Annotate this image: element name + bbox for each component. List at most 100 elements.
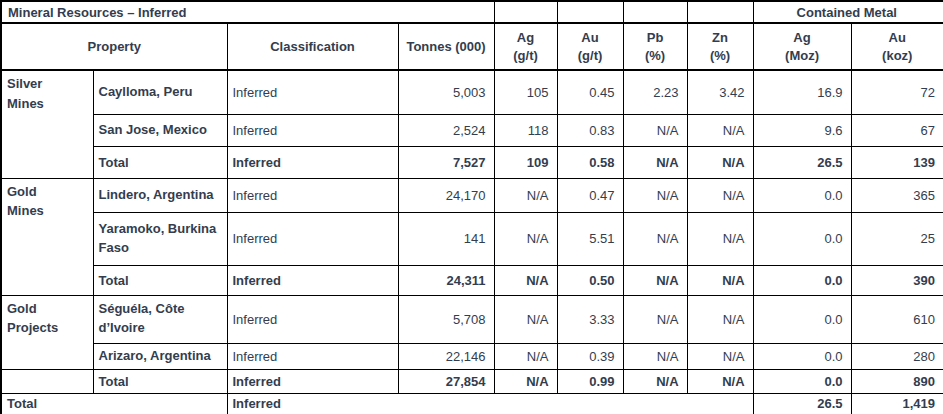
col-header-zn-grade: Zn (%) <box>687 23 753 70</box>
tonnes-cell: 24,311 <box>398 265 494 295</box>
property-name-cell: Lindero, Argentina <box>93 178 227 212</box>
silver-mines-total-row: Total Inferred 7,527 109 0.58 N/A N/A 26… <box>1 146 943 178</box>
zn-grade-cell: N/A <box>687 369 753 393</box>
total-label-cell: Total <box>93 369 227 393</box>
au-metal-cell: 280 <box>851 343 943 369</box>
au-grade-cell: 0.50 <box>557 265 623 295</box>
col-header-ag-metal: Ag (Moz) <box>753 23 851 70</box>
classification-cell: Inferred <box>227 343 398 369</box>
classification-cell: Inferred <box>227 393 753 414</box>
ag-metal-cell: 0.0 <box>753 369 851 393</box>
ag-metal-cell: 26.5 <box>753 393 851 414</box>
zn-grade-cell: N/A <box>687 295 753 343</box>
ag-grade-cell: N/A <box>494 212 557 265</box>
au-metal-cell: 25 <box>851 212 943 265</box>
total-label-cell: Total <box>93 146 227 178</box>
classification-cell: Inferred <box>227 295 398 343</box>
tonnes-cell: 5,708 <box>398 295 494 343</box>
gold-mines-total-row: Total Inferred 24,311 N/A 0.50 N/A N/A 0… <box>1 265 943 295</box>
group-label: Gold Projects <box>7 299 73 338</box>
property-name-cell: Séguéla, Côte d’Ivoire <box>93 295 227 343</box>
mineral-resources-table: Mineral Resources – Inferred Contained M… <box>0 0 943 414</box>
zn-grade-cell: N/A <box>687 265 753 295</box>
data-row-arizaro: Arizaro, Argentina Inferred 22,146 N/A 0… <box>1 343 943 369</box>
contained-metal-header: Contained Metal <box>753 1 943 23</box>
tonnes-cell: 2,524 <box>398 114 494 146</box>
property-name-cell: Arizaro, Argentina <box>93 343 227 369</box>
pb-grade-cell: N/A <box>623 212 687 265</box>
grand-total-label-cell: Total <box>1 393 227 414</box>
col-header-pb-grade: Pb (%) <box>623 23 687 70</box>
ag-metal-cell: 0.0 <box>753 295 851 343</box>
ag-metal-cell: 16.9 <box>753 70 851 114</box>
col-header-line: (koz) <box>854 47 942 65</box>
zn-grade-cell: 3.42 <box>687 70 753 114</box>
ag-grade-cell: 118 <box>494 114 557 146</box>
ag-metal-cell: 26.5 <box>753 146 851 178</box>
col-header-ag-grade: Ag (g/t) <box>494 23 557 70</box>
data-row-yaramoko: Yaramoko, Burkina Faso Inferred 141 N/A … <box>1 212 943 265</box>
empty-cell <box>557 1 623 23</box>
classification-cell: Inferred <box>227 114 398 146</box>
tonnes-cell: 5,003 <box>398 70 494 114</box>
group-label: Silver Mines <box>7 74 73 113</box>
col-header-property: Property <box>1 23 227 70</box>
zn-grade-cell: N/A <box>687 146 753 178</box>
zn-grade-cell: N/A <box>687 212 753 265</box>
au-grade-cell: 5.51 <box>557 212 623 265</box>
au-metal-cell: 610 <box>851 295 943 343</box>
au-metal-cell: 365 <box>851 178 943 212</box>
total-label-cell: Total <box>93 265 227 295</box>
group-cell-gold-projects: Gold Projects <box>1 295 93 369</box>
ag-grade-cell: 105 <box>494 70 557 114</box>
pb-grade-cell: N/A <box>623 369 687 393</box>
au-metal-cell: 1,419 <box>851 393 943 414</box>
tonnes-cell: 24,170 <box>398 178 494 212</box>
au-grade-cell: 0.39 <box>557 343 623 369</box>
col-header-au-metal: Au (koz) <box>851 23 943 70</box>
ag-metal-cell: 9.6 <box>753 114 851 146</box>
ag-metal-cell: 0.0 <box>753 343 851 369</box>
group-label: Gold Mines <box>7 182 73 221</box>
classification-cell: Inferred <box>227 369 398 393</box>
pb-grade-cell: N/A <box>623 114 687 146</box>
empty-cell <box>623 1 687 23</box>
au-grade-cell: 0.47 <box>557 178 623 212</box>
col-header-line: (%) <box>690 47 751 65</box>
classification-cell: Inferred <box>227 146 398 178</box>
table-title: Mineral Resources – Inferred <box>1 1 494 23</box>
pb-grade-cell: N/A <box>623 146 687 178</box>
column-header-row: Property Classification Tonnes (000) Ag … <box>1 23 943 70</box>
zn-grade-cell: N/A <box>687 343 753 369</box>
empty-cell <box>494 1 557 23</box>
empty-group-cell <box>1 369 93 393</box>
au-grade-cell: 0.83 <box>557 114 623 146</box>
data-row-san-jose: San Jose, Mexico Inferred 2,524 118 0.83… <box>1 114 943 146</box>
col-header-line: (Moz) <box>756 47 849 65</box>
gold-projects-total-row: Total Inferred 27,854 N/A 0.99 N/A N/A 0… <box>1 369 943 393</box>
title-row: Mineral Resources – Inferred Contained M… <box>1 1 943 23</box>
au-grade-cell: 0.58 <box>557 146 623 178</box>
data-row-lindero: Gold Mines Lindero, Argentina Inferred 2… <box>1 178 943 212</box>
pb-grade-cell: N/A <box>623 343 687 369</box>
pb-grade-cell: N/A <box>623 265 687 295</box>
au-metal-cell: 890 <box>851 369 943 393</box>
col-header-line: (g/t) <box>497 47 555 65</box>
ag-grade-cell: N/A <box>494 343 557 369</box>
ag-grade-cell: N/A <box>494 265 557 295</box>
page: Mineral Resources – Inferred Contained M… <box>0 0 943 414</box>
col-header-classification: Classification <box>227 23 398 70</box>
col-header-line: Au <box>854 29 942 47</box>
pb-grade-cell: N/A <box>623 295 687 343</box>
ag-metal-cell: 0.0 <box>753 212 851 265</box>
classification-cell: Inferred <box>227 70 398 114</box>
ag-grade-cell: 109 <box>494 146 557 178</box>
col-header-line: Ag <box>497 29 555 47</box>
col-header-line: Pb <box>626 29 685 47</box>
ag-metal-cell: 0.0 <box>753 178 851 212</box>
col-header-line: Zn <box>690 29 751 47</box>
data-row-caylloma: Silver Mines Caylloma, Peru Inferred 5,0… <box>1 70 943 114</box>
ag-grade-cell: N/A <box>494 178 557 212</box>
property-name-cell: San Jose, Mexico <box>93 114 227 146</box>
au-metal-cell: 139 <box>851 146 943 178</box>
